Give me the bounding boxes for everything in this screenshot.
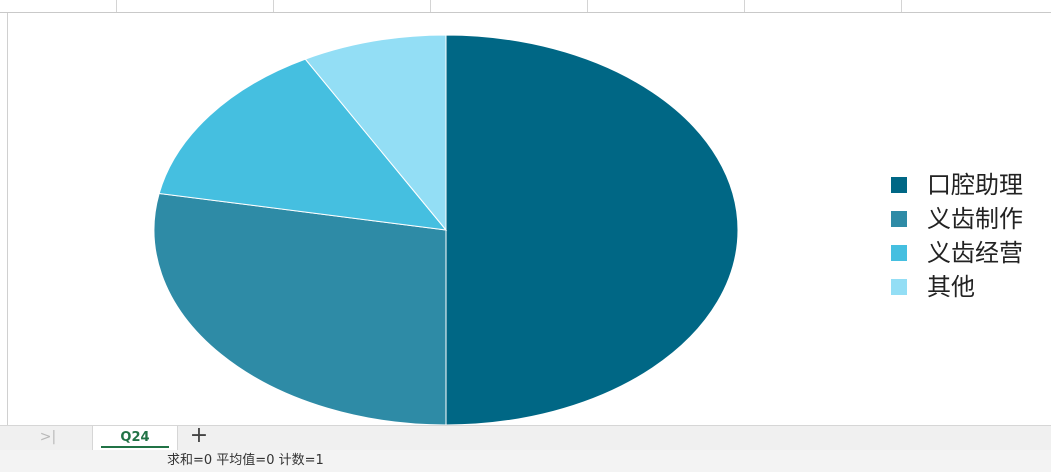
active-tab-indicator	[101, 446, 169, 448]
column-header-row	[0, 0, 1051, 13]
column-divider	[116, 0, 117, 12]
sheet-tab-label: Q24	[120, 430, 150, 445]
column-divider	[901, 0, 902, 12]
legend-swatch	[891, 177, 907, 193]
status-bar: 求和=0 平均值=0 计数=1	[0, 450, 1051, 472]
last-sheet-nav-icon[interactable]: >|	[39, 429, 57, 445]
legend-swatch	[891, 211, 907, 227]
pie-slice-0[interactable]	[445, 34, 739, 425]
status-summary: 求和=0 平均值=0 计数=1	[167, 453, 324, 468]
add-sheet-icon[interactable]: +	[189, 423, 209, 448]
legend-label: 其他	[927, 273, 975, 301]
legend-swatch	[891, 245, 907, 261]
pie-slice-3[interactable]	[304, 34, 447, 232]
pie-chart[interactable]	[8, 13, 1051, 425]
pie-slice-2[interactable]	[158, 58, 448, 231]
legend-label: 口腔助理	[927, 171, 1023, 199]
chart-area[interactable]: 口腔助理 义齿制作 义齿经营 其他	[7, 13, 1051, 425]
legend-label: 义齿经营	[927, 239, 1023, 267]
legend-label: 义齿制作	[927, 205, 1023, 233]
column-divider	[587, 0, 588, 12]
pie-slice-1[interactable]	[153, 192, 447, 425]
column-divider	[744, 0, 745, 12]
sheet-tab-bar: >| Q24 +	[0, 425, 1051, 450]
sheet-tab-q24[interactable]: Q24	[92, 426, 178, 450]
column-divider	[273, 0, 274, 12]
column-divider	[430, 0, 431, 12]
legend-swatch	[891, 279, 907, 295]
